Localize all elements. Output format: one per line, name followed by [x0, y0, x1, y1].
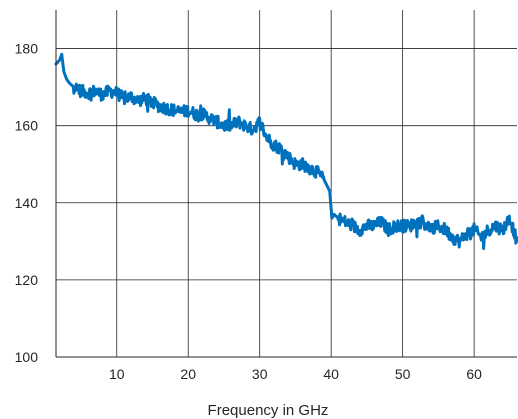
series-layer	[54, 52, 518, 250]
x-tick-label: 20	[180, 366, 196, 382]
x-tick-label: 30	[252, 366, 268, 382]
series-line	[54, 52, 518, 250]
x-tick-label: 50	[395, 366, 411, 382]
x-tick-label: 40	[323, 366, 339, 382]
x-axis-title: Frequency in GHz	[208, 402, 329, 419]
y-tick-label: 140	[15, 195, 39, 211]
y-tick-label: 180	[15, 41, 39, 57]
x-tick-label: 10	[109, 366, 125, 382]
grid-layer	[56, 10, 517, 357]
y-tick-label: 100	[15, 349, 39, 365]
x-tick-label: 60	[466, 366, 482, 382]
y-tick-label: 120	[15, 272, 39, 288]
axes-layer	[55, 10, 517, 358]
y-tick-label: 160	[15, 118, 39, 134]
label-layer: 10 20 30 40 50 60 100 120 140 160 180	[15, 41, 482, 382]
